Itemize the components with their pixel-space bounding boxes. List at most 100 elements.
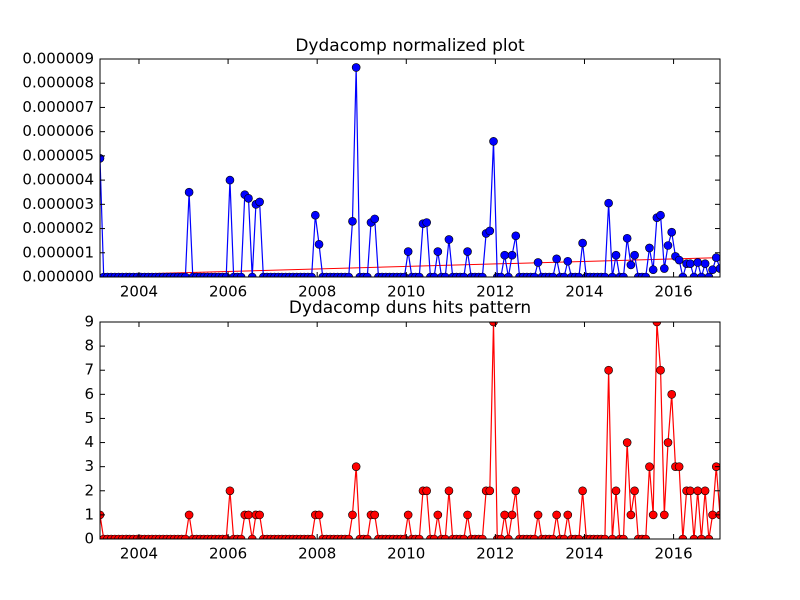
x-tick-label: 2016 — [654, 283, 692, 301]
data-point — [663, 438, 673, 447]
data-point — [626, 260, 636, 270]
data-point — [604, 365, 613, 375]
data-point — [656, 365, 665, 375]
data-point — [348, 510, 357, 520]
data-point — [619, 272, 628, 277]
data-point — [608, 272, 617, 277]
data-point — [689, 272, 699, 277]
data-point — [370, 510, 380, 520]
data-point — [574, 534, 584, 539]
data-point — [608, 534, 617, 539]
chart-title: Dydacomp normalized plot — [295, 36, 525, 56]
data-point — [674, 255, 684, 265]
data-point — [478, 272, 487, 277]
x-tick-label: 2014 — [565, 545, 603, 563]
data-point — [244, 510, 253, 520]
data-point — [311, 210, 320, 220]
data-point — [663, 241, 673, 250]
data-point — [504, 272, 513, 277]
data-point — [485, 486, 495, 496]
data-point — [440, 272, 450, 277]
data-point — [685, 486, 695, 496]
data-point — [489, 137, 498, 146]
data-point — [255, 510, 264, 520]
x-tick-label: 2006 — [209, 545, 247, 563]
data-point — [440, 534, 450, 539]
y-tick-label: 2 — [84, 481, 94, 499]
y-tick-label: 4 — [84, 433, 94, 451]
data-point — [351, 462, 361, 471]
data-point — [496, 534, 506, 539]
data-point — [496, 272, 506, 277]
data-point — [578, 486, 587, 496]
y-tick-label: 6 — [84, 385, 94, 403]
data-point — [619, 534, 628, 539]
x-tick-label: 2008 — [298, 545, 336, 563]
x-tick-label: 2004 — [120, 283, 158, 301]
data-point — [548, 534, 558, 539]
data-point — [429, 272, 439, 277]
data-point — [307, 272, 316, 277]
data-point — [507, 250, 517, 260]
data-point — [648, 265, 658, 275]
x-tick-label: 2014 — [565, 283, 603, 301]
data-point — [711, 253, 720, 262]
data-point — [700, 486, 710, 496]
data-point — [363, 534, 372, 539]
x-tick-label: 2006 — [209, 283, 247, 301]
data-point — [236, 534, 246, 539]
data-point — [559, 534, 569, 539]
data-point — [459, 272, 469, 277]
axes-frame — [99, 58, 721, 278]
data-point — [667, 390, 677, 399]
y-tick-label: 0.000009 — [22, 50, 94, 68]
data-point — [530, 534, 539, 539]
data-point — [704, 272, 714, 277]
data-point — [478, 534, 487, 539]
data-point — [307, 534, 316, 539]
data-point — [500, 510, 509, 520]
y-tick-label: 0.000006 — [22, 122, 94, 140]
x-tick-label: 2012 — [476, 283, 514, 301]
data-point — [463, 247, 472, 256]
axes-frame — [99, 321, 721, 540]
data-point — [433, 510, 443, 520]
data-point — [314, 240, 324, 249]
data-point — [181, 534, 190, 539]
data-point — [485, 226, 495, 236]
data-point — [181, 272, 190, 277]
data-point — [403, 510, 413, 520]
data-point — [674, 462, 684, 471]
data-point — [622, 438, 632, 447]
data-point — [678, 534, 688, 539]
data-point — [708, 265, 717, 275]
y-tick-label: 0.000008 — [22, 74, 94, 92]
y-tick-label: 0.000005 — [22, 146, 94, 164]
y-tick-label: 1 — [84, 505, 94, 523]
data-point — [530, 272, 539, 277]
data-point — [533, 258, 543, 267]
data-point — [630, 250, 639, 260]
data-point — [559, 272, 569, 277]
x-tick-label: 2016 — [654, 545, 692, 563]
data-point — [626, 510, 636, 520]
data-point — [414, 272, 424, 277]
y-tick-label: 8 — [84, 337, 94, 355]
data-point — [700, 259, 710, 268]
data-point — [600, 272, 610, 277]
y-tick-label: 5 — [84, 409, 94, 427]
data-point — [548, 272, 558, 277]
data-point — [444, 235, 454, 244]
data-point — [563, 510, 573, 520]
data-point — [604, 198, 613, 208]
data-point — [344, 272, 354, 277]
data-point — [641, 272, 651, 277]
data-point — [552, 254, 561, 264]
data-point — [715, 264, 720, 273]
x-tick-label: 2008 — [298, 283, 336, 301]
data-point — [645, 243, 654, 253]
data-point — [351, 63, 361, 72]
x-tick-label: 2010 — [387, 545, 425, 563]
data-point — [667, 227, 677, 237]
data-point — [255, 197, 264, 207]
